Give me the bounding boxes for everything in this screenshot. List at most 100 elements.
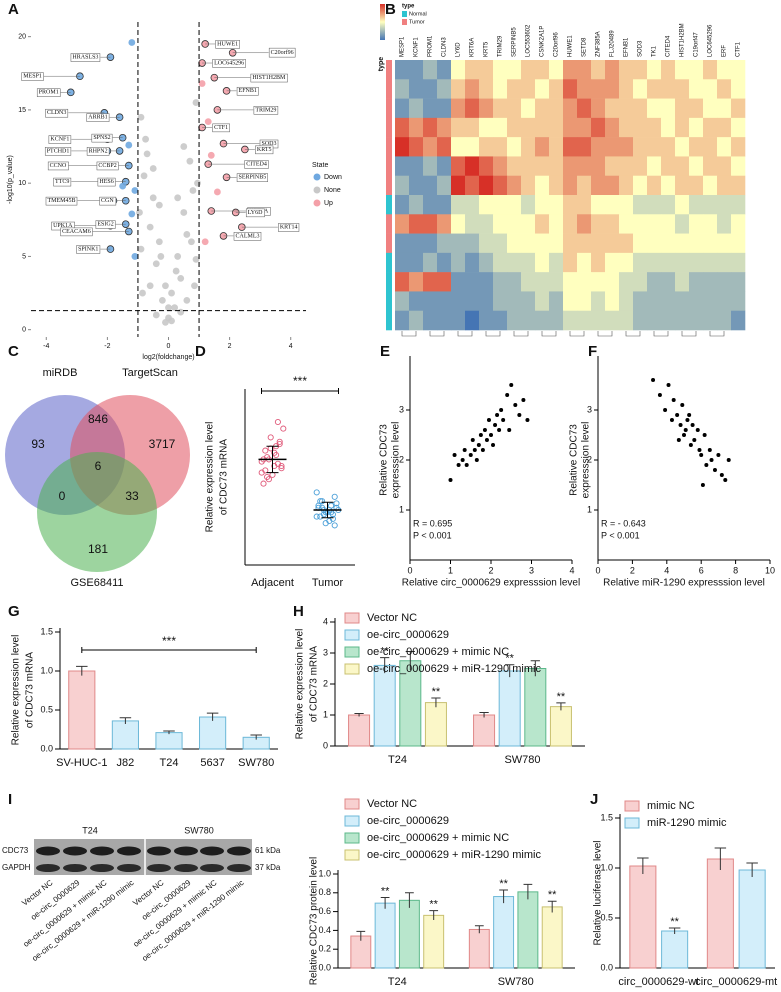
y-axis-label: of CDC73 mRNA <box>309 646 320 722</box>
point <box>509 383 514 387</box>
heat-cell <box>409 79 424 99</box>
point <box>456 463 461 467</box>
legend-swatch <box>624 817 640 829</box>
legend-swatch <box>402 11 407 17</box>
heat-cell <box>395 175 410 196</box>
column-label: KCNF1 <box>414 37 420 57</box>
y-tick-label: 1.0 <box>600 862 613 872</box>
point <box>177 308 185 316</box>
row-annotation <box>386 195 392 215</box>
heat-cell <box>549 98 564 119</box>
heat-cell <box>395 156 410 177</box>
heat-cell <box>689 195 704 215</box>
point <box>149 165 157 172</box>
point <box>460 458 465 462</box>
heat-cell <box>535 60 550 80</box>
bar <box>549 706 572 747</box>
error-bar <box>429 910 439 921</box>
heat-cell <box>437 117 452 138</box>
column-label: EFNB1 <box>624 37 630 57</box>
heat-cell <box>493 310 508 331</box>
y-tick-label: 1 <box>587 504 592 514</box>
heat-cell <box>437 214 452 234</box>
error-bar <box>163 730 175 735</box>
x-tick-label: SW780 <box>504 754 540 766</box>
heat-cell <box>577 272 592 292</box>
gene-label: C20orf96 <box>271 49 294 56</box>
heat-cell <box>479 98 494 119</box>
heat-cell <box>437 252 452 273</box>
legend-label: oe-circ_0000629 + mimic NC <box>367 832 509 844</box>
row-annotation <box>386 233 392 254</box>
point <box>657 393 662 397</box>
heat-cell <box>563 272 578 292</box>
point <box>328 502 335 509</box>
heat-cell <box>591 137 606 157</box>
heat-cell <box>535 252 550 273</box>
point <box>680 403 685 407</box>
heat-cell <box>465 272 480 292</box>
y-tick-label: 2 <box>587 454 592 464</box>
heat-cell <box>479 233 494 254</box>
point <box>192 255 200 263</box>
heat-cell <box>591 98 606 119</box>
heat-cell <box>633 272 648 292</box>
heat-cell <box>591 214 606 234</box>
column-label: LY6D <box>456 42 462 57</box>
heat-cell <box>409 214 424 234</box>
heat-cell <box>423 117 438 138</box>
heat-cell <box>717 98 732 119</box>
heat-cell <box>591 60 606 80</box>
point <box>319 498 326 505</box>
heat-cell <box>703 98 718 119</box>
column-label: FLJ20489 <box>610 30 616 57</box>
heat-cell <box>577 233 592 254</box>
gene-label: EFNB1 <box>239 88 257 94</box>
region-count: 0 <box>59 489 66 503</box>
gene-label: HUWE1 <box>217 41 238 47</box>
row-annotation <box>386 79 392 99</box>
significance-bracket <box>261 388 339 394</box>
heat-cell <box>451 272 466 292</box>
heat-cell <box>703 195 718 215</box>
region-count: 3717 <box>149 437 176 451</box>
band <box>200 846 224 856</box>
heat-cell <box>675 195 690 215</box>
point <box>204 118 212 126</box>
heat-cell <box>619 214 634 234</box>
heat-cell <box>493 214 508 234</box>
heat-cell <box>577 291 592 312</box>
point <box>476 443 481 447</box>
error-bar <box>530 660 540 677</box>
y-axis-label: Relative expression level <box>205 422 216 533</box>
heat-cell <box>703 233 718 254</box>
row-annotation <box>386 214 392 234</box>
y-axis-label: Relative CDC73 <box>569 424 580 496</box>
heat-cell <box>647 175 662 196</box>
gene-label: CITED4 <box>246 161 267 167</box>
heat-cell <box>451 175 466 196</box>
point <box>513 403 518 407</box>
heat-cell <box>549 195 564 215</box>
heat-cell <box>577 310 592 331</box>
label-box <box>250 73 288 83</box>
point <box>493 423 498 427</box>
point <box>685 418 690 422</box>
heat-cell <box>507 195 522 215</box>
point <box>267 434 274 441</box>
dendrogram <box>541 331 557 337</box>
heat-cell <box>521 79 536 99</box>
row-annotation <box>386 175 392 196</box>
gene-label: CLDN3 <box>47 110 66 116</box>
band <box>174 864 198 872</box>
heat-cell <box>661 175 676 196</box>
point <box>712 468 717 472</box>
error-bar <box>380 657 390 674</box>
region-count: 846 <box>88 412 108 426</box>
column-label: CTF1 <box>736 41 742 57</box>
heat-cell <box>507 175 522 196</box>
y-axis-label: Relative expression level <box>11 635 22 746</box>
column-label: KRT5 <box>484 41 490 57</box>
heat-cell <box>647 272 662 292</box>
sd-bar <box>266 445 279 474</box>
